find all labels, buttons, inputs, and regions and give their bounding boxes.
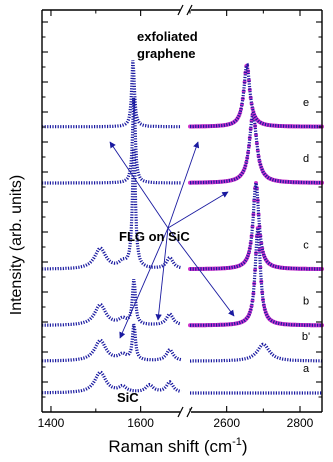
series-a: a bbox=[42, 363, 322, 395]
spectrum-line bbox=[42, 370, 182, 395]
series-e: e bbox=[42, 60, 324, 129]
chart-labels: Raman shift (cm-1) Intensity (arb. units… bbox=[8, 29, 248, 456]
spectrum-line bbox=[190, 227, 322, 327]
series-b: b bbox=[42, 226, 324, 328]
series-label: a bbox=[303, 363, 310, 375]
axis-break-mark bbox=[177, 406, 184, 418]
annotation-sic: SiC bbox=[117, 390, 139, 405]
annotation-arrow bbox=[167, 141, 200, 229]
axis-ticks: 1400 1600 2600 2800 bbox=[38, 10, 322, 430]
annotation-arrow bbox=[109, 141, 169, 229]
x-axis-label: Raman shift (cm-1) bbox=[108, 436, 247, 456]
series-c: c bbox=[42, 148, 324, 271]
series-d: d bbox=[42, 97, 324, 185]
spectrum-line bbox=[190, 182, 322, 271]
axis-break-mark bbox=[177, 4, 184, 16]
series-label: c bbox=[303, 239, 309, 251]
spectra-curves: a b' b c d e bbox=[42, 60, 324, 395]
annotation-graphene: graphene bbox=[137, 46, 196, 61]
annotation-arrow bbox=[155, 227, 169, 321]
series-bp: b' bbox=[42, 323, 322, 363]
x-tick-label: 1400 bbox=[38, 416, 65, 430]
annotation-flg-on-sic: FLG on SiC bbox=[119, 229, 190, 244]
x-tick-label: 2800 bbox=[287, 416, 314, 430]
annotation-arrow bbox=[167, 191, 229, 229]
series-label: b' bbox=[302, 331, 310, 343]
series-label: d bbox=[303, 153, 309, 165]
spectrum-line bbox=[42, 60, 181, 129]
spectrum-line bbox=[42, 278, 182, 327]
annotation-exfoliated: exfoliated bbox=[137, 29, 198, 44]
annotation-arrow bbox=[167, 227, 235, 317]
series-label: e bbox=[303, 97, 309, 109]
plot-frame bbox=[41, 4, 323, 418]
x-tick-label: 2600 bbox=[213, 416, 240, 430]
spectrum-line bbox=[42, 97, 181, 185]
spectrum-line bbox=[190, 342, 322, 363]
annotation-arrows bbox=[109, 141, 235, 339]
series-label: b bbox=[303, 296, 309, 308]
spectrum-line bbox=[42, 323, 182, 363]
annotation-arrow bbox=[119, 227, 169, 339]
y-axis-label: Intensity (arb. units) bbox=[8, 175, 25, 316]
spectrum-line bbox=[42, 148, 182, 271]
x-tick-label: 1600 bbox=[127, 416, 154, 430]
